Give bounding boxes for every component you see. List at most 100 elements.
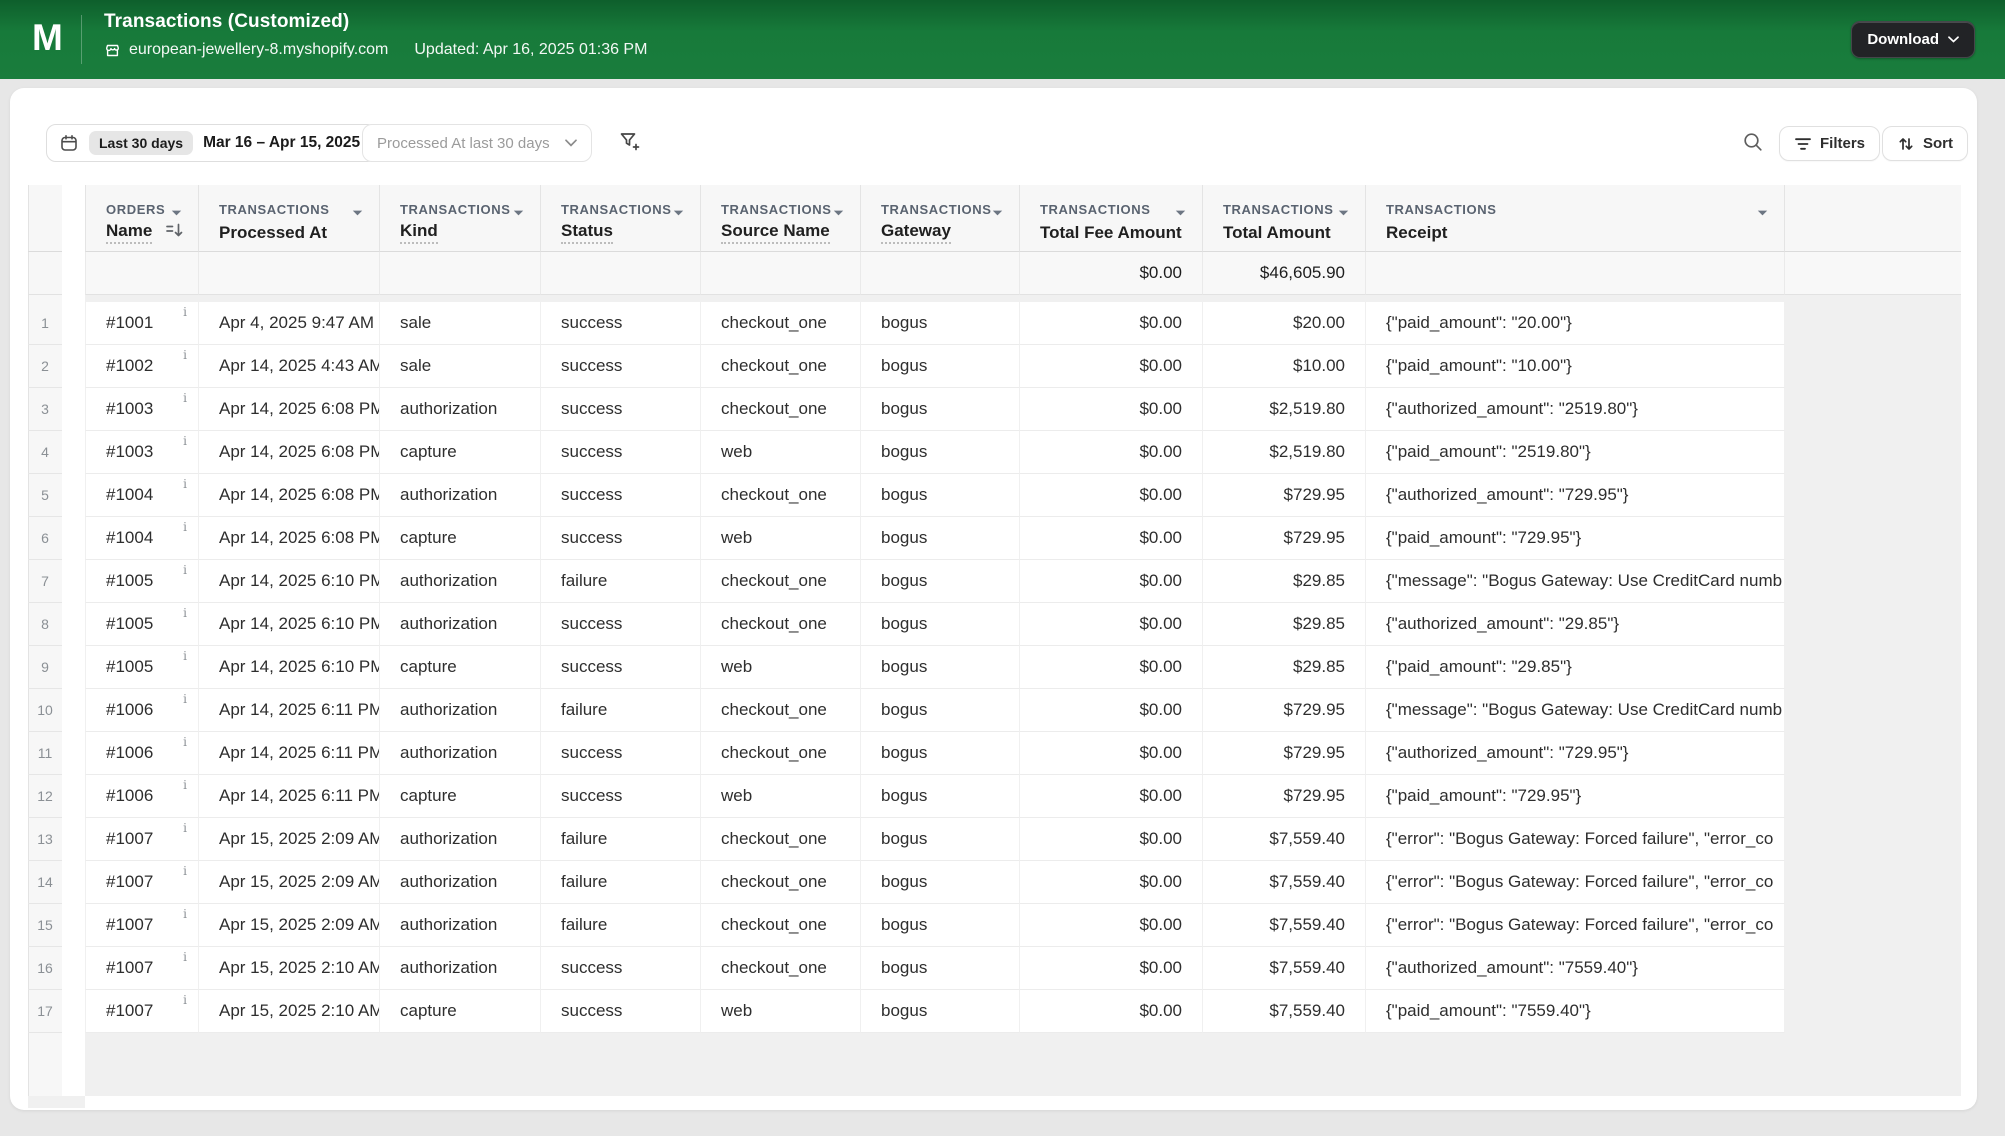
horizontal-scrollbar[interactable] <box>85 1096 1975 1108</box>
pinned-column-gap <box>62 904 85 947</box>
cell-order-name[interactable]: #1007 i <box>85 904 199 947</box>
info-icon[interactable]: i <box>183 950 187 964</box>
column-field-label[interactable]: Processed At <box>219 222 328 242</box>
sort-button[interactable]: Sort <box>1882 126 1968 161</box>
column-field-label[interactable]: Name <box>106 221 153 244</box>
cell-processed-at: Apr 14, 2025 6:10 PM <box>199 603 380 646</box>
cell-order-name[interactable]: #1006 i <box>85 689 199 732</box>
filters-button[interactable]: Filters <box>1779 126 1881 161</box>
column-header-gateway[interactable]: TRANSACTIONS Gateway <box>861 185 1020 252</box>
table-row: 4 #1003 i Apr 14, 2025 6:08 PM capture s… <box>28 431 1975 474</box>
column-header-total-amount[interactable]: TRANSACTIONS Total Amount <box>1203 185 1366 252</box>
cell-order-name[interactable]: #1004 i <box>85 474 199 517</box>
order-name: #1003 <box>106 399 154 418</box>
column-field-label[interactable]: Gateway <box>881 221 951 244</box>
cell-total-amount: $729.95 <box>1203 732 1366 775</box>
info-icon[interactable]: i <box>183 434 187 448</box>
cell-order-name[interactable]: #1007 i <box>85 861 199 904</box>
cell-order-name[interactable]: #1005 i <box>85 646 199 689</box>
column-header-total-fee-amount[interactable]: TRANSACTIONS Total Fee Amount <box>1020 185 1203 252</box>
info-icon[interactable]: i <box>183 563 187 577</box>
info-icon[interactable]: i <box>183 348 187 362</box>
pinned-column-gap <box>62 990 85 1033</box>
row-filler <box>1785 646 1961 689</box>
storefront-icon <box>104 42 121 59</box>
cell-order-name[interactable]: #1006 i <box>85 775 199 818</box>
cell-order-name[interactable]: #1003 i <box>85 388 199 431</box>
download-button[interactable]: Download <box>1851 21 1975 58</box>
info-icon[interactable]: i <box>183 391 187 405</box>
info-icon[interactable]: i <box>183 735 187 749</box>
vertical-scrollbar[interactable] <box>1961 185 1975 1096</box>
column-header-kind[interactable]: TRANSACTIONS Kind <box>380 185 541 252</box>
filter-field-label: Processed At last 30 days <box>377 134 550 152</box>
info-icon[interactable]: i <box>183 606 187 620</box>
cell-order-name[interactable]: #1007 i <box>85 990 199 1033</box>
order-name: #1007 <box>106 829 154 848</box>
totals-cell <box>380 252 541 295</box>
app-header: M Transactions (Customized) european-jew… <box>0 0 2005 79</box>
cell-total-fee-amount: $0.00 <box>1020 302 1203 345</box>
info-icon[interactable]: i <box>183 649 187 663</box>
filter-field-select[interactable]: Processed At last 30 days <box>362 124 592 162</box>
info-icon[interactable]: i <box>183 864 187 878</box>
cell-order-name[interactable]: #1007 i <box>85 818 199 861</box>
cell-status: success <box>541 947 701 990</box>
cell-order-name[interactable]: #1004 i <box>85 517 199 560</box>
date-range-picker[interactable]: Last 30 days Mar 16 – Apr 15, 2025 <box>46 124 378 162</box>
order-name: #1001 <box>106 313 154 332</box>
column-field-label[interactable]: Total Amount <box>1223 222 1331 242</box>
chevron-down-icon <box>673 210 684 216</box>
row-number: 8 <box>28 603 62 646</box>
report-card: Last 30 days Mar 16 – Apr 15, 2025 Proce… <box>10 88 1977 1110</box>
column-field-label[interactable]: Kind <box>400 221 438 244</box>
cell-source-name: checkout_one <box>701 345 861 388</box>
info-icon[interactable]: i <box>183 778 187 792</box>
info-icon[interactable]: i <box>183 907 187 921</box>
column-group-label: TRANSACTIONS <box>1040 202 1151 217</box>
cell-order-name[interactable]: #1002 i <box>85 345 199 388</box>
cell-total-amount: $7,559.40 <box>1203 947 1366 990</box>
column-field-label[interactable]: Receipt <box>1386 222 1448 242</box>
cell-gateway: bogus <box>861 689 1020 732</box>
cell-gateway: bogus <box>861 345 1020 388</box>
cell-total-fee-amount: $0.00 <box>1020 947 1203 990</box>
table-row: 16 #1007 i Apr 15, 2025 2:10 AM authoriz… <box>28 947 1975 990</box>
info-icon[interactable]: i <box>183 993 187 1007</box>
info-icon[interactable]: i <box>183 477 187 491</box>
column-header-source-name[interactable]: TRANSACTIONS Source Name <box>701 185 861 252</box>
search-button[interactable] <box>1742 131 1764 153</box>
title-block: Transactions (Customized) european-jewel… <box>104 11 647 59</box>
table-header: ORDERS Name <box>28 185 1975 252</box>
info-icon[interactable]: i <box>183 821 187 835</box>
cell-order-name[interactable]: #1005 i <box>85 560 199 603</box>
cell-order-name[interactable]: #1001 i <box>85 302 199 345</box>
order-name: #1006 <box>106 786 154 805</box>
info-icon[interactable]: i <box>183 692 187 706</box>
cell-kind: authorization <box>380 474 541 517</box>
cell-order-name[interactable]: #1005 i <box>85 603 199 646</box>
add-filter-button[interactable] <box>617 129 641 153</box>
cell-gateway: bogus <box>861 990 1020 1033</box>
chevron-down-icon <box>171 210 182 216</box>
column-field-label[interactable]: Total Fee Amount <box>1040 222 1182 242</box>
info-icon[interactable]: i <box>183 520 187 534</box>
column-field-label[interactable]: Source Name <box>721 221 830 244</box>
cell-order-name[interactable]: #1006 i <box>85 732 199 775</box>
cell-order-name[interactable]: #1003 i <box>85 431 199 474</box>
column-field-label[interactable]: Status <box>561 221 613 244</box>
column-header-status[interactable]: TRANSACTIONS Status <box>541 185 701 252</box>
totals-cell <box>1366 252 1785 295</box>
table-body: 1 #1001 i Apr 4, 2025 9:47 AM sale succe… <box>28 302 1975 1033</box>
cell-source-name: web <box>701 775 861 818</box>
cell-processed-at: Apr 14, 2025 6:10 PM <box>199 560 380 603</box>
cell-status: failure <box>541 861 701 904</box>
info-icon[interactable]: i <box>183 305 187 319</box>
column-group-label: ORDERS <box>106 202 166 217</box>
order-name: #1003 <box>106 442 154 461</box>
column-header-receipt[interactable]: TRANSACTIONS Receipt <box>1366 185 1785 252</box>
column-header-name[interactable]: ORDERS Name <box>85 185 199 252</box>
column-header-processed-at[interactable]: TRANSACTIONS Processed At <box>199 185 380 252</box>
cell-order-name[interactable]: #1007 i <box>85 947 199 990</box>
cell-receipt: {"error": "Bogus Gateway: Forced failure… <box>1366 904 1785 947</box>
